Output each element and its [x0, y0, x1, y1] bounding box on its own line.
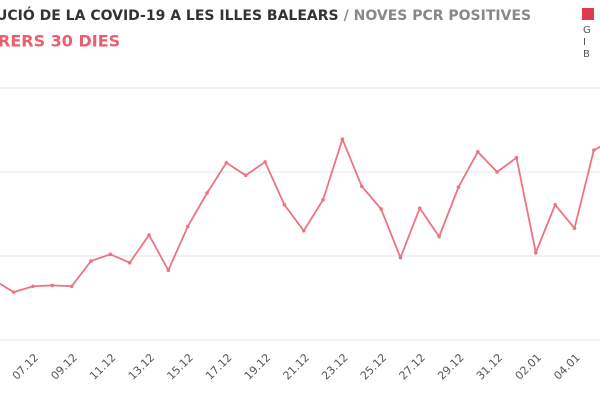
data-point [340, 137, 345, 142]
data-point [456, 185, 461, 189]
data-point [50, 283, 55, 288]
x-tick-label: 13.12 [126, 351, 157, 382]
data-point [359, 184, 364, 189]
logo-letter: B [583, 49, 590, 60]
x-tick-label: 04.01 [551, 351, 582, 382]
logo-icon [582, 8, 594, 20]
data-point [127, 260, 132, 265]
x-tick-label: 15.12 [164, 351, 195, 382]
x-tick-label: 09.12 [48, 351, 79, 382]
x-tick-label: 29.12 [435, 351, 466, 382]
data-point [185, 224, 190, 229]
data-point [514, 155, 519, 160]
data-point [379, 207, 383, 211]
data-point [243, 173, 248, 178]
x-tick-label: 31.12 [474, 351, 505, 382]
x-tick-label: 27.12 [397, 351, 428, 382]
data-point [534, 250, 538, 255]
data-point [437, 234, 441, 239]
grid [0, 87, 600, 341]
x-tick-label: 25.12 [358, 351, 389, 382]
logo-letter: G [583, 25, 591, 36]
series-line [0, 136, 600, 294]
data-point [321, 197, 325, 202]
x-tick-label: 11.12 [87, 351, 118, 382]
data-point [476, 150, 480, 154]
logo-letter: I [583, 37, 586, 48]
x-tick-label: 19.12 [242, 351, 273, 382]
data-point [31, 284, 35, 289]
title-suffix: / NOVES PCR POSITIVES [344, 8, 531, 24]
data-point [572, 226, 577, 231]
subtitle: RERS 30 DIES [0, 32, 120, 51]
data-point [89, 259, 93, 263]
data-point [417, 206, 422, 210]
data-point [398, 255, 403, 260]
data-point [224, 160, 229, 165]
data-point [108, 252, 113, 257]
x-tick-label: 21.12 [281, 351, 312, 382]
chart-title: UCIÓ DE LA COVID-19 A LES ILLES BALEARS /… [0, 6, 531, 24]
data-point [301, 229, 306, 233]
data-point [495, 170, 499, 174]
x-axis: 07.12 09.12 11.12 13.12 15.12 17.12 19.12 21.12… [10, 351, 583, 382]
data-point [592, 148, 596, 152]
data-point [282, 202, 287, 207]
x-tick-label: 17.12 [203, 351, 234, 382]
plot [0, 136, 600, 294]
x-tick-label: 07.12 [10, 351, 41, 382]
logo: GIB [583, 25, 591, 60]
data-point [553, 202, 557, 207]
data-point [263, 160, 267, 164]
data-point [205, 191, 209, 195]
data-point [69, 284, 74, 289]
data-point [147, 233, 151, 237]
x-tick-label: 23.12 [319, 351, 350, 382]
data-point [11, 290, 16, 294]
data-point [166, 268, 171, 273]
title: UCIÓ DE LA COVID-19 A LES ILLES BALEARS [0, 6, 339, 24]
x-tick-label: 02.01 [513, 351, 544, 382]
